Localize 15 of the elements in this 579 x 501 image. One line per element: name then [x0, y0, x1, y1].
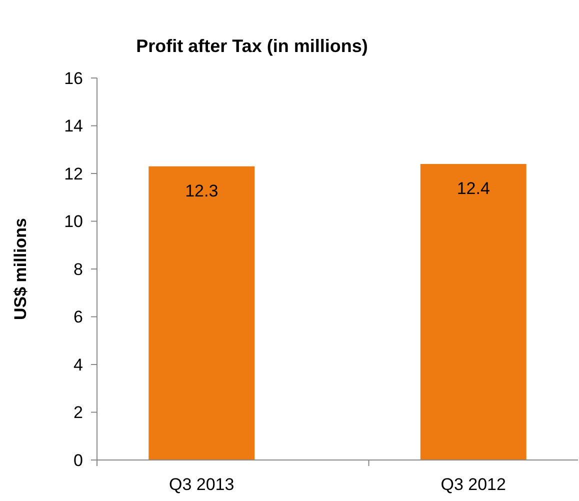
x-tick-label: Q3 2012 — [440, 475, 506, 494]
chart-title: Profit after Tax (in millions) — [136, 36, 368, 56]
y-tick-label: 2 — [74, 403, 83, 422]
y-tick-label: 14 — [64, 116, 83, 136]
y-tick-label: 12 — [64, 164, 83, 184]
y-tick-label: 10 — [64, 212, 83, 232]
y-tick-label: 8 — [74, 260, 83, 279]
y-tick-label: 16 — [64, 68, 83, 88]
data-label: 12.3 — [185, 181, 218, 200]
y-tick-label: 4 — [74, 355, 83, 374]
x-tick-label: Q3 2013 — [169, 475, 234, 494]
y-tick-label: 6 — [74, 308, 83, 327]
y-tick-label: 0 — [74, 450, 83, 470]
y-axis-title: US$ millions — [11, 218, 30, 320]
data-label: 12.4 — [456, 178, 490, 198]
